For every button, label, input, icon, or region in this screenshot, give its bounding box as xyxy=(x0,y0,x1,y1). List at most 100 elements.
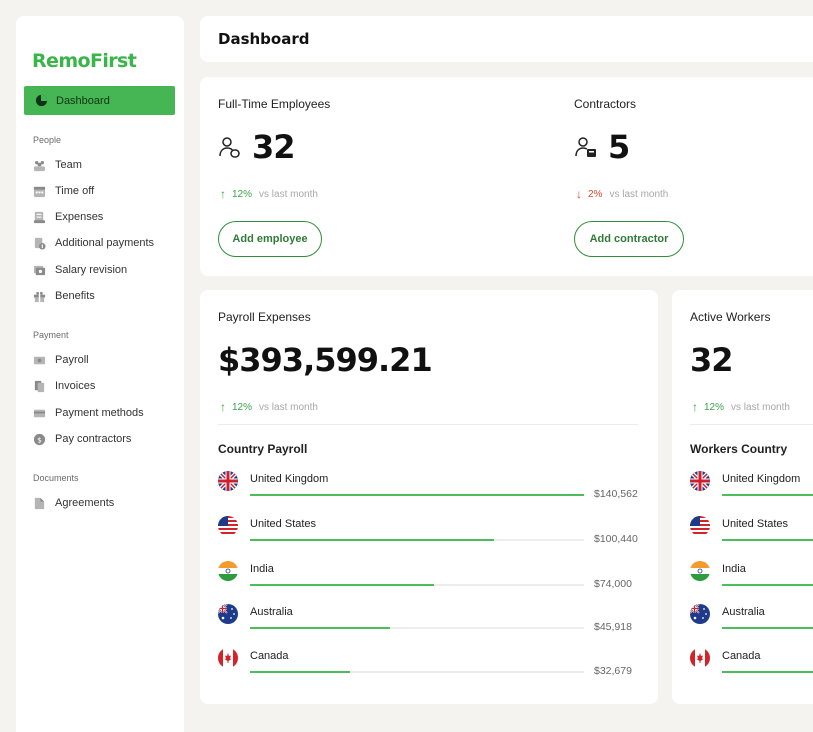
receipt-icon xyxy=(33,211,46,223)
salary-icon xyxy=(33,265,46,275)
country-bar-fill xyxy=(250,584,434,586)
gift-icon xyxy=(33,291,46,302)
country-bar-fill xyxy=(250,494,584,496)
sidebar-item-label: Expenses xyxy=(55,211,104,223)
workers-country-title: Workers Country xyxy=(690,442,788,456)
country-row: Australia xyxy=(690,604,813,640)
country-bar-track xyxy=(250,539,584,541)
canada-flag-icon xyxy=(690,648,710,668)
country-name: India xyxy=(250,563,274,575)
contractors-comparison: vs last month xyxy=(609,188,669,200)
sidebar-item-benefits[interactable]: Benefits xyxy=(33,288,95,304)
contractors-count: 5 xyxy=(608,128,630,166)
employee-icon xyxy=(219,137,240,158)
sidebar-item-salary-revision[interactable]: Salary revision xyxy=(33,262,127,278)
workers-label: Active Workers xyxy=(690,310,771,324)
section-label-documents: Documents xyxy=(33,473,79,483)
country-bar-fill xyxy=(722,627,813,629)
workers-comparison: vs last month xyxy=(731,401,790,413)
add-employee-button[interactable]: Add employee xyxy=(218,221,322,257)
headcount-card: Full-Time Employees 32 ↑ 12% vs last mon… xyxy=(200,77,813,276)
sidebar-item-label: Team xyxy=(55,159,82,171)
country-row: Australia $45,918 xyxy=(218,604,643,640)
page-header: Dashboard xyxy=(200,16,813,62)
sidebar-item-expenses[interactable]: Expenses xyxy=(33,209,103,225)
payroll-change: ↑ 12% vs last month xyxy=(220,400,318,414)
sidebar-item-team[interactable]: Team xyxy=(33,157,82,173)
uk-flag-icon xyxy=(218,471,238,491)
employees-comparison: vs last month xyxy=(259,188,318,200)
dollar-icon: $ xyxy=(33,433,46,445)
us-flag-icon xyxy=(690,516,710,536)
svg-text:$: $ xyxy=(37,435,42,444)
team-icon xyxy=(33,160,46,171)
payroll-card: Payroll Expenses $393,599.21 ↑ 12% vs la… xyxy=(200,290,658,704)
country-bar-track xyxy=(250,494,584,496)
divider xyxy=(218,424,638,425)
sidebar-item-label: Time off xyxy=(55,185,95,197)
country-bar-track xyxy=(250,627,584,629)
app-logo[interactable]: RemoFirst xyxy=(32,50,137,72)
section-label-payment: Payment xyxy=(33,330,69,340)
country-payroll-title: Country Payroll xyxy=(218,442,308,456)
country-amount: $100,440 xyxy=(594,533,638,545)
country-bar-track xyxy=(722,584,813,586)
sidebar-item-invoices[interactable]: Invoices xyxy=(33,378,95,394)
sidebar-item-label: Additional payments xyxy=(55,237,155,249)
country-row: United States xyxy=(690,516,813,552)
country-name: Canada xyxy=(722,650,761,662)
country-name: United Kingdom xyxy=(722,473,801,485)
country-row: United States $100,440 xyxy=(218,516,643,552)
workers-change: ↑ 12% vs last month xyxy=(692,400,790,414)
contractors-change: ↓ 2% vs last month xyxy=(576,187,668,201)
country-bar-fill xyxy=(722,539,813,541)
country-bar-track xyxy=(722,539,813,541)
sidebar-item-label: Dashboard xyxy=(56,94,110,107)
country-name: United Kingdom xyxy=(250,473,329,485)
country-bar-fill xyxy=(250,671,350,673)
sidebar-item-time-off[interactable]: Time off xyxy=(33,183,94,199)
country-row: Canada xyxy=(690,648,813,684)
country-amount: $140,562 xyxy=(594,488,638,500)
country-bar-track xyxy=(722,671,813,673)
sidebar-item-label: Pay contractors xyxy=(55,433,132,445)
sidebar-item-payroll[interactable]: Payroll xyxy=(33,352,89,368)
arrow-up-icon: ↑ xyxy=(220,187,226,201)
sidebar-item-additional-payments[interactable]: Additional payments xyxy=(33,235,154,251)
us-flag-icon xyxy=(218,516,238,536)
invoice-icon xyxy=(34,380,45,392)
workers-count: 32 xyxy=(690,341,734,379)
card-icon xyxy=(33,409,46,417)
contractors-change-value: 2% xyxy=(588,188,603,200)
india-flag-icon xyxy=(218,561,238,581)
sidebar-item-label: Payroll xyxy=(55,354,89,366)
arrow-up-icon: ↑ xyxy=(220,400,226,414)
country-bar-fill xyxy=(250,627,390,629)
country-row: India $74,000 xyxy=(218,561,643,597)
country-bar-fill xyxy=(250,539,494,541)
employees-count: 32 xyxy=(252,128,296,166)
payroll-comparison: vs last month xyxy=(259,401,318,413)
page-title: Dashboard xyxy=(218,30,310,48)
sidebar-item-dashboard[interactable]: Dashboard xyxy=(24,86,175,115)
sidebar-item-pay-contractors[interactable]: $ Pay contractors xyxy=(33,431,131,447)
country-row: Canada $32,679 xyxy=(218,648,643,684)
contractor-icon xyxy=(575,137,596,157)
country-bar-fill xyxy=(722,584,813,586)
payments-icon xyxy=(34,237,46,250)
add-contractor-button[interactable]: Add contractor xyxy=(574,221,684,257)
arrow-up-icon: ↑ xyxy=(692,400,698,414)
employees-label: Full-Time Employees xyxy=(218,97,331,111)
country-name: Australia xyxy=(250,606,293,618)
india-flag-icon xyxy=(690,561,710,581)
country-name: Australia xyxy=(722,606,765,618)
employees-change-value: 12% xyxy=(232,188,253,200)
active-workers-card: Active Workers 32 ↑ 12% vs last month Wo… xyxy=(672,290,813,704)
country-bar-track xyxy=(250,671,584,673)
employees-change: ↑ 12% vs last month xyxy=(220,187,318,201)
canada-flag-icon xyxy=(218,648,238,668)
sidebar-item-payment-methods[interactable]: Payment methods xyxy=(33,405,144,421)
country-amount: $45,918 xyxy=(594,621,632,633)
sidebar-item-agreements[interactable]: Agreements xyxy=(33,495,114,511)
country-name: United States xyxy=(250,518,317,530)
